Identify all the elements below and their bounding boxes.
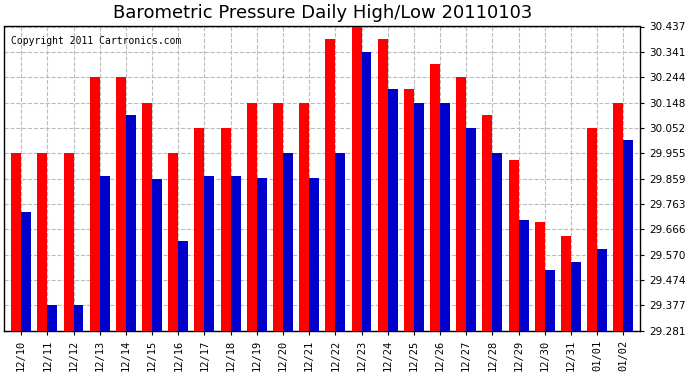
Bar (230, 176, 241, 330)
Bar (142, 102, 152, 330)
Bar (48, 305, 57, 330)
Bar (597, 249, 607, 330)
Bar (335, 153, 345, 330)
Text: Copyright 2011 Cartronics.com: Copyright 2011 Cartronics.com (10, 36, 181, 46)
Bar (74, 305, 83, 330)
Bar (362, 52, 371, 330)
Bar (168, 153, 178, 330)
Bar (509, 160, 519, 330)
Bar (440, 102, 450, 330)
Bar (100, 176, 110, 330)
Bar (37, 153, 48, 330)
Bar (414, 102, 424, 330)
Bar (326, 39, 335, 330)
Bar (63, 153, 74, 330)
Bar (519, 220, 529, 330)
Bar (352, 27, 362, 330)
Bar (377, 39, 388, 330)
Bar (430, 64, 440, 330)
Bar (613, 102, 623, 330)
Bar (247, 102, 257, 330)
Bar (299, 102, 309, 330)
Bar (283, 153, 293, 330)
Bar (11, 153, 21, 330)
Bar (152, 178, 162, 330)
Bar (456, 77, 466, 330)
Bar (309, 178, 319, 330)
Bar (195, 128, 204, 330)
Bar (466, 128, 476, 330)
Bar (561, 236, 571, 330)
Bar (587, 128, 597, 330)
Bar (482, 115, 493, 330)
Bar (623, 140, 633, 330)
Bar (204, 176, 215, 330)
Bar (90, 77, 100, 330)
Bar (126, 115, 136, 330)
Bar (388, 89, 397, 330)
Bar (257, 178, 267, 330)
Title: Barometric Pressure Daily High/Low 20110103: Barometric Pressure Daily High/Low 20110… (112, 4, 532, 22)
Bar (273, 102, 283, 330)
Bar (571, 262, 581, 330)
Bar (535, 222, 544, 330)
Bar (544, 270, 555, 330)
Bar (116, 77, 126, 330)
Bar (404, 89, 414, 330)
Bar (21, 213, 31, 330)
Bar (221, 128, 230, 330)
Bar (178, 242, 188, 330)
Bar (493, 153, 502, 330)
